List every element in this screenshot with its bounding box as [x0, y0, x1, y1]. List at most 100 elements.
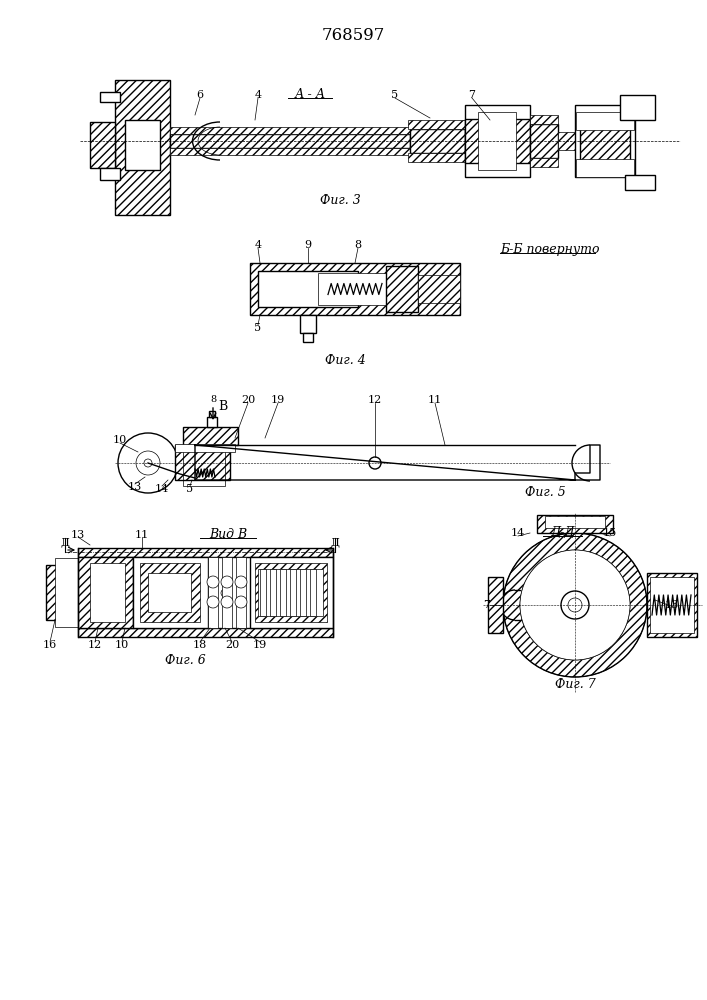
Circle shape — [207, 596, 219, 608]
Text: 20: 20 — [225, 640, 239, 650]
Circle shape — [235, 576, 247, 588]
Bar — [650, 577, 694, 633]
Bar — [530, 124, 558, 158]
Text: 5: 5 — [255, 323, 262, 333]
Text: 13: 13 — [665, 600, 679, 610]
Circle shape — [118, 433, 178, 493]
Text: Вид В: Вид В — [209, 528, 247, 542]
Bar — [303, 333, 313, 342]
Bar — [530, 115, 558, 124]
Text: 5: 5 — [392, 90, 399, 100]
Text: А - А: А - А — [294, 89, 326, 102]
Bar — [78, 548, 333, 557]
Bar — [260, 569, 266, 616]
Bar — [175, 445, 230, 480]
Text: 11: 11 — [428, 395, 442, 405]
Bar — [170, 134, 410, 148]
Text: 4: 4 — [255, 240, 262, 250]
Circle shape — [204, 589, 212, 597]
Circle shape — [221, 589, 229, 597]
Bar — [418, 275, 460, 303]
Text: 16: 16 — [43, 640, 57, 650]
Text: 15: 15 — [603, 528, 617, 538]
Text: Д: Д — [330, 537, 339, 547]
Bar — [410, 129, 465, 153]
Bar — [140, 563, 200, 622]
Bar — [300, 315, 316, 333]
Bar — [115, 80, 170, 215]
Text: 7: 7 — [469, 90, 476, 100]
Text: 18: 18 — [193, 640, 207, 650]
Bar — [255, 563, 327, 622]
Circle shape — [235, 596, 247, 608]
Text: 4: 4 — [255, 90, 262, 100]
Bar — [170, 148, 410, 155]
Bar — [209, 411, 215, 417]
Bar — [537, 515, 613, 533]
Text: Фиг. 5: Фиг. 5 — [525, 486, 566, 498]
Bar — [620, 95, 655, 120]
Circle shape — [144, 459, 152, 467]
Text: Д-Д: Д-Д — [551, 526, 575, 540]
Bar — [558, 132, 576, 150]
Circle shape — [207, 576, 219, 588]
Text: 14: 14 — [511, 528, 525, 538]
Bar — [170, 127, 410, 134]
Bar — [258, 569, 323, 616]
Bar — [46, 565, 78, 620]
Text: 10: 10 — [115, 640, 129, 650]
Text: 12: 12 — [88, 640, 102, 650]
Bar — [183, 438, 225, 486]
Bar — [148, 573, 191, 612]
Bar — [207, 417, 217, 427]
Bar — [580, 115, 630, 167]
Bar — [208, 557, 218, 628]
Text: 6: 6 — [197, 90, 204, 100]
Text: 14: 14 — [155, 484, 169, 494]
Text: 8: 8 — [210, 395, 216, 404]
Bar — [175, 444, 235, 452]
Bar — [625, 175, 655, 190]
Circle shape — [221, 576, 233, 588]
Bar — [530, 158, 558, 167]
Bar — [576, 159, 634, 177]
Text: 10: 10 — [113, 435, 127, 445]
Text: 5: 5 — [187, 484, 194, 494]
Bar — [133, 557, 208, 628]
Circle shape — [136, 451, 160, 475]
Bar — [465, 105, 530, 177]
Circle shape — [221, 596, 233, 608]
Bar — [290, 569, 296, 616]
Bar — [647, 573, 697, 637]
Text: 19: 19 — [253, 640, 267, 650]
Bar — [465, 119, 530, 163]
Bar — [55, 558, 78, 627]
Bar — [100, 92, 120, 102]
Text: 12: 12 — [368, 395, 382, 405]
Text: В: В — [218, 400, 227, 414]
Bar — [78, 628, 333, 637]
Text: Фиг. 3: Фиг. 3 — [320, 194, 361, 207]
Bar — [488, 577, 503, 633]
Text: 7: 7 — [484, 600, 491, 610]
Bar — [575, 105, 635, 177]
Bar — [545, 516, 605, 528]
Bar — [236, 557, 246, 628]
Bar — [222, 557, 232, 628]
Bar — [280, 569, 286, 616]
Text: Д: Д — [61, 537, 69, 547]
Bar — [576, 112, 634, 130]
Bar — [318, 273, 386, 305]
Text: 20: 20 — [241, 395, 255, 405]
Bar — [478, 112, 516, 170]
Bar — [90, 122, 115, 168]
Text: 13: 13 — [128, 482, 142, 492]
Bar — [100, 168, 120, 180]
Text: Фиг. 6: Фиг. 6 — [165, 654, 205, 666]
Circle shape — [369, 457, 381, 469]
Bar — [78, 557, 133, 628]
Text: 13: 13 — [71, 530, 85, 540]
Bar — [300, 569, 306, 616]
Circle shape — [561, 591, 589, 619]
Bar — [408, 120, 465, 129]
